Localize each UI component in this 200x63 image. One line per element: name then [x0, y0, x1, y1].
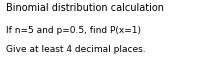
Text: Give at least 4 decimal places.: Give at least 4 decimal places.	[6, 45, 146, 54]
Text: Binomial distribution calculation: Binomial distribution calculation	[6, 3, 164, 13]
Text: If n=5 and p=0.5, find P(x=1): If n=5 and p=0.5, find P(x=1)	[6, 26, 141, 35]
